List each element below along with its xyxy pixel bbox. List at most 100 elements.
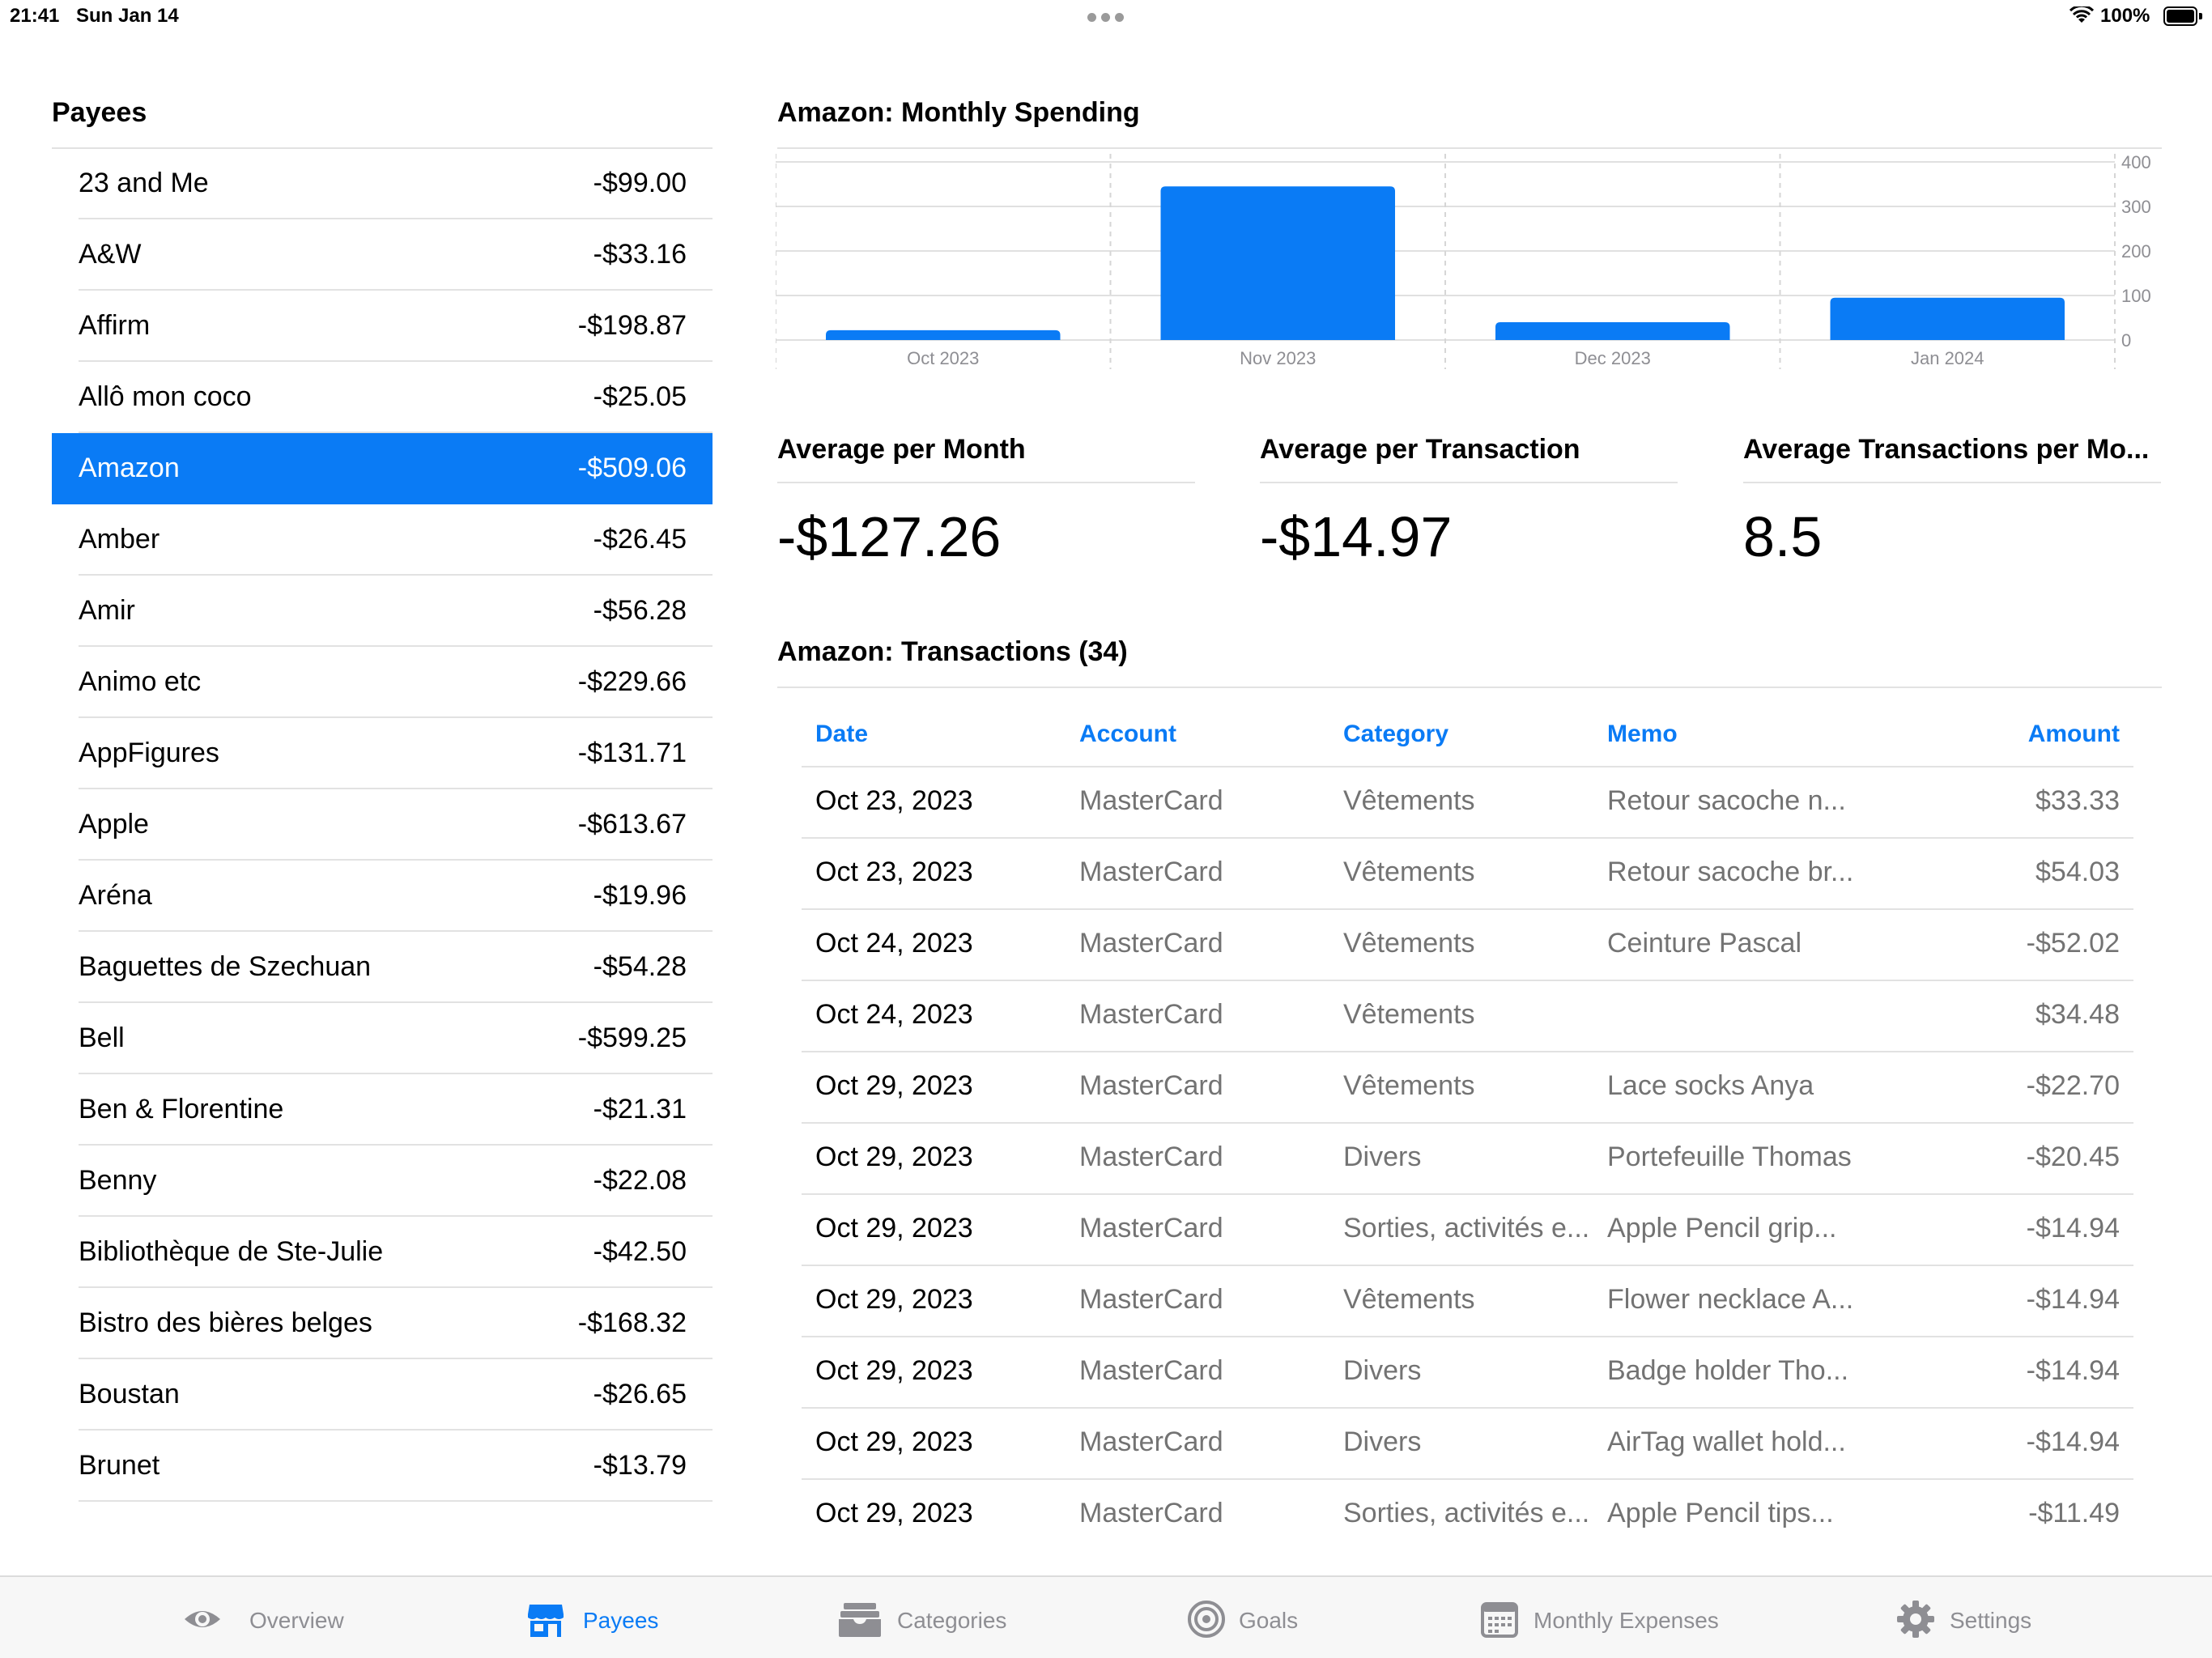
transaction-amount: -$20.45 [2026,1141,2120,1172]
transaction-memo: AirTag wallet hold... [1607,1426,1846,1457]
multitasking-dots-icon[interactable] [1087,13,1125,23]
payee-row[interactable]: Bell -$599.25 [52,1003,713,1074]
row-divider [79,1215,713,1217]
transaction-row[interactable]: Oct 29, 2023 MasterCard Divers Portefeuille… [802,1124,2133,1195]
eye-icon [185,1611,220,1627]
payee-row[interactable]: Allô mon coco -$25.05 [52,362,713,433]
stat-label: Average Transactions per Mo... [1743,434,2150,465]
payee-row[interactable]: Benny -$22.08 [52,1146,713,1217]
row-divider [79,1144,713,1146]
transaction-amount: -$14.94 [2026,1213,2120,1244]
transaction-date: Oct 29, 2023 [815,1284,973,1315]
payee-row[interactable]: A&W -$33.16 [52,219,713,291]
payee-amount: -$54.28 [593,951,687,982]
transaction-category: Divers [1343,1355,1422,1386]
bar[interactable] [826,329,1061,340]
chart-title: Amazon: Monthly Spending [777,97,1140,128]
transaction-account: MasterCard [1079,1284,1223,1315]
tab-label: Monthly Expenses [1534,1608,1719,1633]
transactions-table-header: Date Account Category Memo Amount [802,704,2133,767]
payee-row[interactable]: Animo etc -$229.66 [52,647,713,718]
payee-row[interactable]: Ben & Florentine -$21.31 [52,1074,713,1146]
stat-average-per-transaction: Average per Transaction -$14.97 [1260,434,1678,569]
stat-value: -$127.26 [777,505,1002,568]
payee-amount: -$229.66 [577,666,687,697]
payee-row[interactable]: Baguettes de Szechuan -$54.28 [52,932,713,1003]
payee-amount: -$25.05 [593,381,687,412]
transaction-row[interactable]: Oct 23, 2023 MasterCard Vêtements Retour sa… [802,767,2133,839]
payee-row[interactable]: Apple -$613.67 [52,789,713,861]
payee-row[interactable]: 23 and Me -$99.00 [52,148,713,219]
transaction-date: Oct 29, 2023 [815,1426,973,1457]
transaction-category: Vêtements [1343,857,1475,887]
payee-name: Animo etc [79,666,202,697]
payee-row[interactable]: AppFigures -$131.71 [52,718,713,789]
battery-icon [2163,6,2202,26]
payee-amount: -$33.16 [593,239,687,270]
payee-name: Amazon [79,453,180,483]
transaction-row[interactable]: Oct 29, 2023 MasterCard Sorties, activités… [802,1480,2133,1528]
transaction-row[interactable]: Oct 24, 2023 MasterCard Vêtements Ceinture … [802,910,2133,981]
payee-amount: -$613.67 [577,809,687,840]
payee-row[interactable]: Amber -$26.45 [52,504,713,576]
transaction-row[interactable]: Oct 29, 2023 MasterCard Vêtements Lace sock… [802,1052,2133,1124]
transaction-memo: Badge holder Tho... [1607,1355,1849,1386]
payee-row[interactable]: Boustan -$26.65 [52,1359,713,1431]
payee-row[interactable]: Bibliothèque de Ste-Julie -$42.50 [52,1217,713,1288]
row-divider [79,859,713,861]
storefront-icon [528,1605,564,1637]
payee-list[interactable]: 23 and Me -$99.00 A&W -$33.16 Affirm -$198.87… [52,148,713,1516]
transaction-memo: Retour sacoche n... [1607,785,1846,816]
status-bar: 21:41 Sun Jan 14 100% [0,0,2212,36]
bar[interactable] [1830,297,2065,340]
transaction-row[interactable]: Oct 29, 2023 MasterCard Divers AirTag walle… [802,1409,2133,1480]
transaction-account: MasterCard [1079,857,1223,887]
stat-value: -$14.97 [1260,505,1453,568]
transaction-date: Oct 29, 2023 [815,1355,973,1386]
transaction-row[interactable]: Oct 29, 2023 MasterCard Divers Badge holder… [802,1337,2133,1409]
payee-row[interactable]: Aréna -$19.96 [52,861,713,932]
stat-label: Average per Month [777,434,1026,465]
transaction-row[interactable]: Oct 23, 2023 MasterCard Vêtements Retour sa… [802,839,2133,910]
transaction-account: MasterCard [1079,1141,1223,1172]
row-divider [79,1500,713,1502]
payee-row-selected[interactable]: Amazon -$509.06 [52,433,713,504]
payee-amount: -$56.28 [593,595,687,626]
column-header-category[interactable]: Category [1343,721,1449,747]
column-header-account[interactable]: Account [1079,721,1176,747]
column-header-memo[interactable]: Memo [1607,721,1678,747]
payee-row[interactable]: Brunet -$13.79 [52,1431,713,1502]
transaction-date: Oct 29, 2023 [815,1213,973,1244]
transaction-account: MasterCard [1079,1355,1223,1386]
transaction-date: Oct 23, 2023 [815,857,973,887]
tray-icon [839,1603,881,1637]
transaction-amount: $54.03 [2035,857,2120,887]
transaction-memo: Apple Pencil grip... [1607,1213,1837,1244]
bar[interactable] [1495,322,1730,340]
payee-amount: -$168.32 [577,1307,687,1338]
payee-row[interactable]: Bistro des bières belges -$168.32 [52,1288,713,1359]
transaction-row[interactable]: Oct 29, 2023 MasterCard Sorties, activités… [802,1195,2133,1266]
transactions-table[interactable]: Oct 23, 2023 MasterCard Vêtements Retour sa… [802,767,2133,1528]
payee-row[interactable]: Amir -$56.28 [52,576,713,647]
transaction-memo: Lace socks Anya [1607,1070,1814,1101]
transaction-memo: Retour sacoche br... [1607,857,1854,887]
calendar-icon [1481,1602,1518,1638]
transaction-amount: $34.48 [2035,999,2120,1030]
row-divider [79,574,713,576]
payee-name: Amir [79,595,135,626]
transaction-row[interactable]: Oct 29, 2023 MasterCard Vêtements Flower ne… [802,1266,2133,1337]
tab-bar: Overview Payees Categories Goals [0,1575,2212,1658]
transaction-account: MasterCard [1079,1213,1223,1244]
column-header-date[interactable]: Date [815,721,869,747]
payee-row[interactable]: Affirm -$198.87 [52,291,713,362]
transaction-account: MasterCard [1079,785,1223,816]
row-divider [79,1073,713,1074]
payee-amount: -$19.96 [593,880,687,911]
column-header-amount[interactable]: Amount [2027,721,2120,747]
transactions-title: Amazon: Transactions (34) [777,636,1128,667]
transaction-amount: -$22.70 [2026,1070,2120,1101]
transaction-row[interactable]: Oct 24, 2023 MasterCard Vêtements $34.48 [802,981,2133,1052]
bar[interactable] [1160,186,1396,340]
payee-amount: -$13.79 [593,1450,687,1481]
